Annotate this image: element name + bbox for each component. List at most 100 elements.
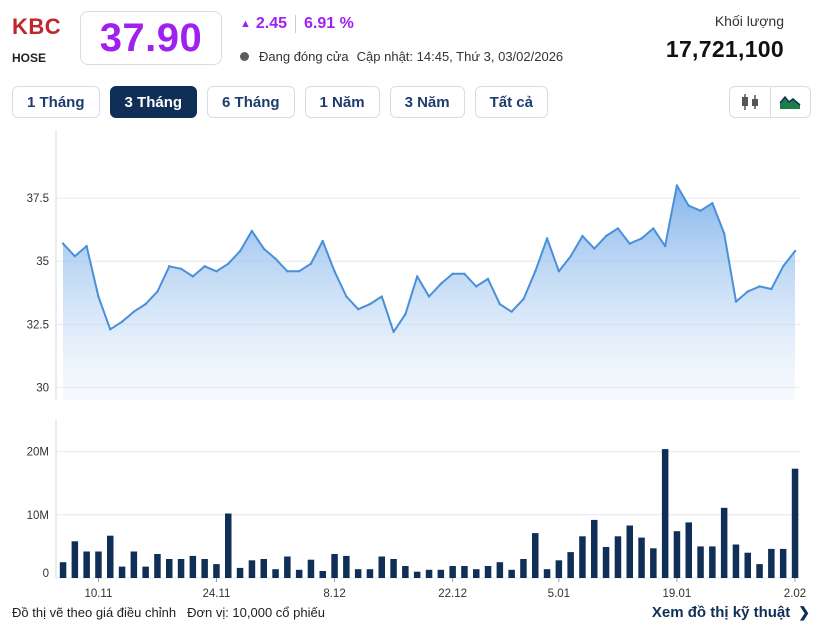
volume-bar: [95, 551, 102, 578]
volume-bar: [248, 560, 256, 578]
price-point: [203, 265, 206, 268]
volume-bar: [685, 522, 692, 578]
price-point: [534, 270, 537, 273]
price-point: [545, 237, 549, 240]
volume-bar: [189, 555, 197, 578]
volume-bar: [567, 552, 574, 578]
price-point: [168, 265, 171, 268]
price-point: [746, 290, 749, 293]
volume-bar: [437, 569, 445, 578]
x-tick-label: 8.12: [323, 588, 345, 600]
price-point: [475, 285, 478, 288]
volume-bar: [744, 552, 751, 578]
price-change: ▲ 2.45 6.91 %: [240, 15, 354, 33]
area-chart-icon: [779, 95, 801, 109]
volume-bar: [508, 569, 515, 578]
price-point: [439, 282, 443, 286]
price-point: [770, 287, 773, 291]
x-tick-label: 24.11: [203, 588, 231, 600]
price-point: [392, 330, 395, 334]
change-percent: 6.91 %: [304, 15, 354, 32]
volume-bar: [779, 548, 787, 578]
tab-6-months[interactable]: 6 Tháng: [207, 86, 295, 118]
volume-tick-label: 0: [43, 568, 49, 580]
unit-note: Đơn vị: 10,000 cổ phiếu: [187, 605, 325, 620]
tab-3-months[interactable]: 3 Tháng: [109, 86, 198, 118]
tab-1-year[interactable]: 1 Năm: [304, 86, 380, 118]
volume-bar: [579, 536, 586, 578]
tab-all[interactable]: Tất cả: [474, 86, 548, 118]
volume-bar: [709, 546, 716, 578]
volume-panel: 0 10M 20M 10.11 24.11 8.12 22.12 5.01 19.01 2.02: [27, 420, 806, 600]
volume-bar: [378, 556, 385, 578]
tab-1-month[interactable]: 1 Tháng: [12, 86, 100, 118]
volume-bar: [118, 566, 126, 578]
price-point: [309, 262, 313, 265]
volume-bar: [756, 564, 763, 578]
volume-bar: [272, 569, 279, 578]
price-tick-label: 35: [36, 256, 49, 268]
price-point: [463, 272, 466, 276]
volume-bar: [319, 571, 326, 578]
volume-bar: [602, 547, 610, 578]
tab-3-years[interactable]: 3 Năm: [389, 86, 465, 118]
candlestick-button[interactable]: [730, 87, 770, 117]
volume-bar: [626, 525, 633, 578]
price-point: [557, 270, 561, 273]
volume-bar: [201, 559, 208, 578]
volume-bar: [225, 513, 232, 578]
volume-bar: [614, 536, 622, 578]
volume-bar: [177, 559, 185, 578]
current-price: 37.90: [99, 15, 203, 60]
volume-tick-label: 10M: [27, 510, 49, 522]
volume-bar: [402, 566, 409, 578]
price-point: [274, 257, 277, 260]
volume-bar: [59, 562, 67, 578]
change-value: 2.45: [255, 15, 288, 32]
area-chart-button[interactable]: [769, 87, 810, 117]
volume-bar: [295, 569, 303, 578]
volume-bar: [449, 566, 456, 578]
price-point: [652, 227, 655, 230]
price-point: [593, 247, 596, 250]
volume-bar: [130, 551, 138, 578]
price-area-fill: [63, 185, 795, 400]
chevron-right-icon: ❯: [798, 604, 810, 620]
volume-bar: [390, 559, 397, 578]
price-point: [758, 285, 761, 288]
volume-tick-label: 20M: [27, 447, 49, 459]
price-point: [380, 295, 383, 298]
price-point: [227, 262, 230, 265]
price-tick-label: 37.5: [27, 193, 49, 205]
volume-bar: [284, 556, 291, 578]
volume-bar: [650, 548, 657, 578]
price-point: [144, 302, 147, 306]
volume-bar: [166, 559, 173, 578]
price-box: 37.90: [80, 11, 222, 65]
price-point: [781, 265, 785, 268]
period-tabs: 1 Tháng 3 Tháng 6 Tháng 1 Năm 3 Năm Tất …: [12, 86, 558, 118]
exchange-label: HOSE: [12, 51, 47, 65]
technical-chart-link[interactable]: Xem đồ thị kỹ thuật ❯: [652, 604, 810, 621]
volume-bar: [697, 546, 704, 578]
volume-bar: [142, 566, 149, 578]
price-point: [321, 239, 324, 243]
x-tick-label: 5.01: [548, 588, 570, 600]
volume-bar: [673, 531, 681, 578]
price-point: [663, 244, 667, 248]
volume-bar: [543, 569, 551, 578]
price-point: [120, 320, 124, 323]
price-point: [250, 229, 254, 233]
volume-bar: [71, 541, 79, 578]
volume-bar: [732, 544, 740, 578]
price-point: [793, 249, 797, 253]
footer-notes: Đồ thị vẽ theo giá điều chỉnh Đơn vị: 10…: [12, 605, 325, 620]
x-tick-label: 2.02: [784, 588, 806, 600]
volume-bar: [591, 519, 598, 578]
volume-bar: [473, 569, 480, 578]
status-dot-icon: [240, 52, 249, 61]
price-panel: 30 32.5 35 37.5: [27, 130, 800, 400]
volume-value: 17,721,100: [665, 36, 784, 62]
volume-bar: [154, 554, 161, 578]
status-text: Đang đóng cửa: [259, 49, 349, 64]
